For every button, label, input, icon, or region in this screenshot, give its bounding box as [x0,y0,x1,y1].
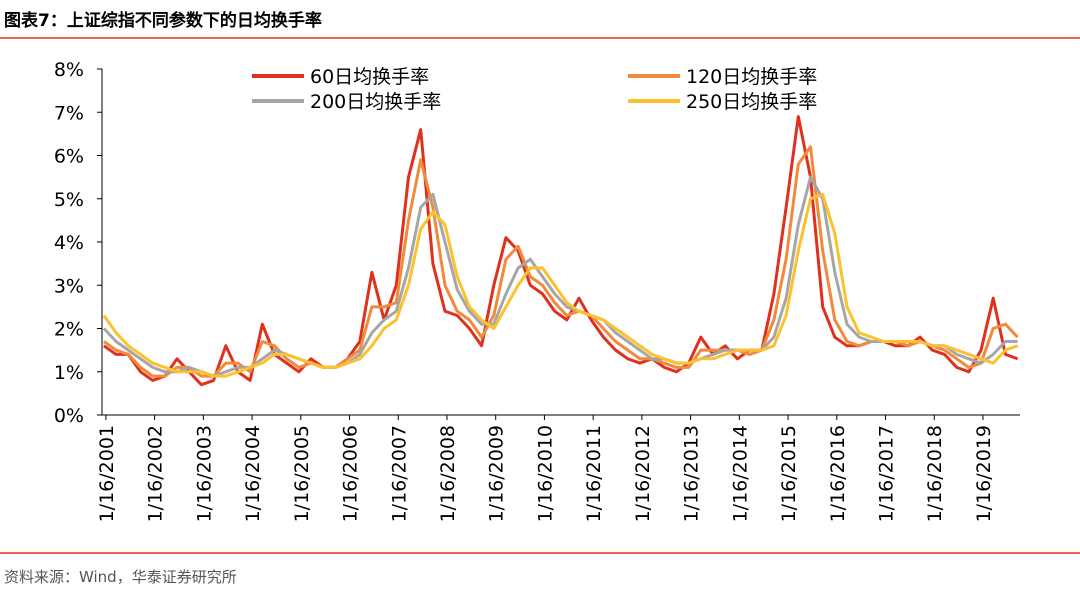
x-tick-label: 1/16/2014 [729,425,751,522]
x-tick-label: 1/16/2018 [924,425,946,522]
series-line [103,145,1019,378]
y-tick-label: 2% [54,319,84,341]
legend-label: 250日均换手率 [686,91,817,113]
x-tick-label: 1/16/2005 [291,425,313,522]
y-tick-label: 8% [54,59,84,81]
x-tick-label: 1/16/2019 [973,425,995,522]
legend-label: 120日均换手率 [686,66,817,88]
x-tick-label: 1/16/2011 [583,425,605,522]
x-tick-label: 1/16/2004 [242,425,264,522]
x-tick-label: 1/16/2003 [193,425,215,522]
x-tick-label: 1/16/2006 [340,425,362,522]
chart-title: 图表7：上证综指不同参数下的日均换手率 [4,10,322,31]
x-tick-label: 1/16/2009 [486,425,508,522]
x-tick-label: 1/16/2016 [827,425,849,522]
x-tick-label: 1/16/2002 [145,425,167,522]
y-tick-label: 0% [54,405,84,427]
source-note: 资料来源：Wind，华泰证券研究所 [4,568,237,586]
y-tick-label: 1% [54,362,84,384]
x-tick-label: 1/16/2017 [876,425,898,522]
x-tick-label: 1/16/2010 [534,425,556,522]
x-tick-label: 1/16/2007 [388,425,410,522]
legend-label: 200日均换手率 [310,91,441,113]
x-tick-label: 1/16/2013 [681,425,703,522]
x-tick-label: 1/16/2008 [437,425,459,522]
y-tick-label: 3% [54,275,84,297]
x-tick-label: 1/16/2015 [778,425,800,522]
x-tick-label: 1/16/2001 [96,425,118,522]
series-line [103,115,1019,387]
y-tick-label: 7% [54,102,84,124]
series-line [102,175,1018,378]
series-line [102,192,1019,378]
y-tick-label: 6% [54,146,84,168]
y-tick-label: 5% [54,189,84,211]
legend-label: 60日均换手率 [310,66,429,88]
y-tick-label: 4% [54,232,84,254]
x-tick-label: 1/16/2012 [632,425,654,522]
